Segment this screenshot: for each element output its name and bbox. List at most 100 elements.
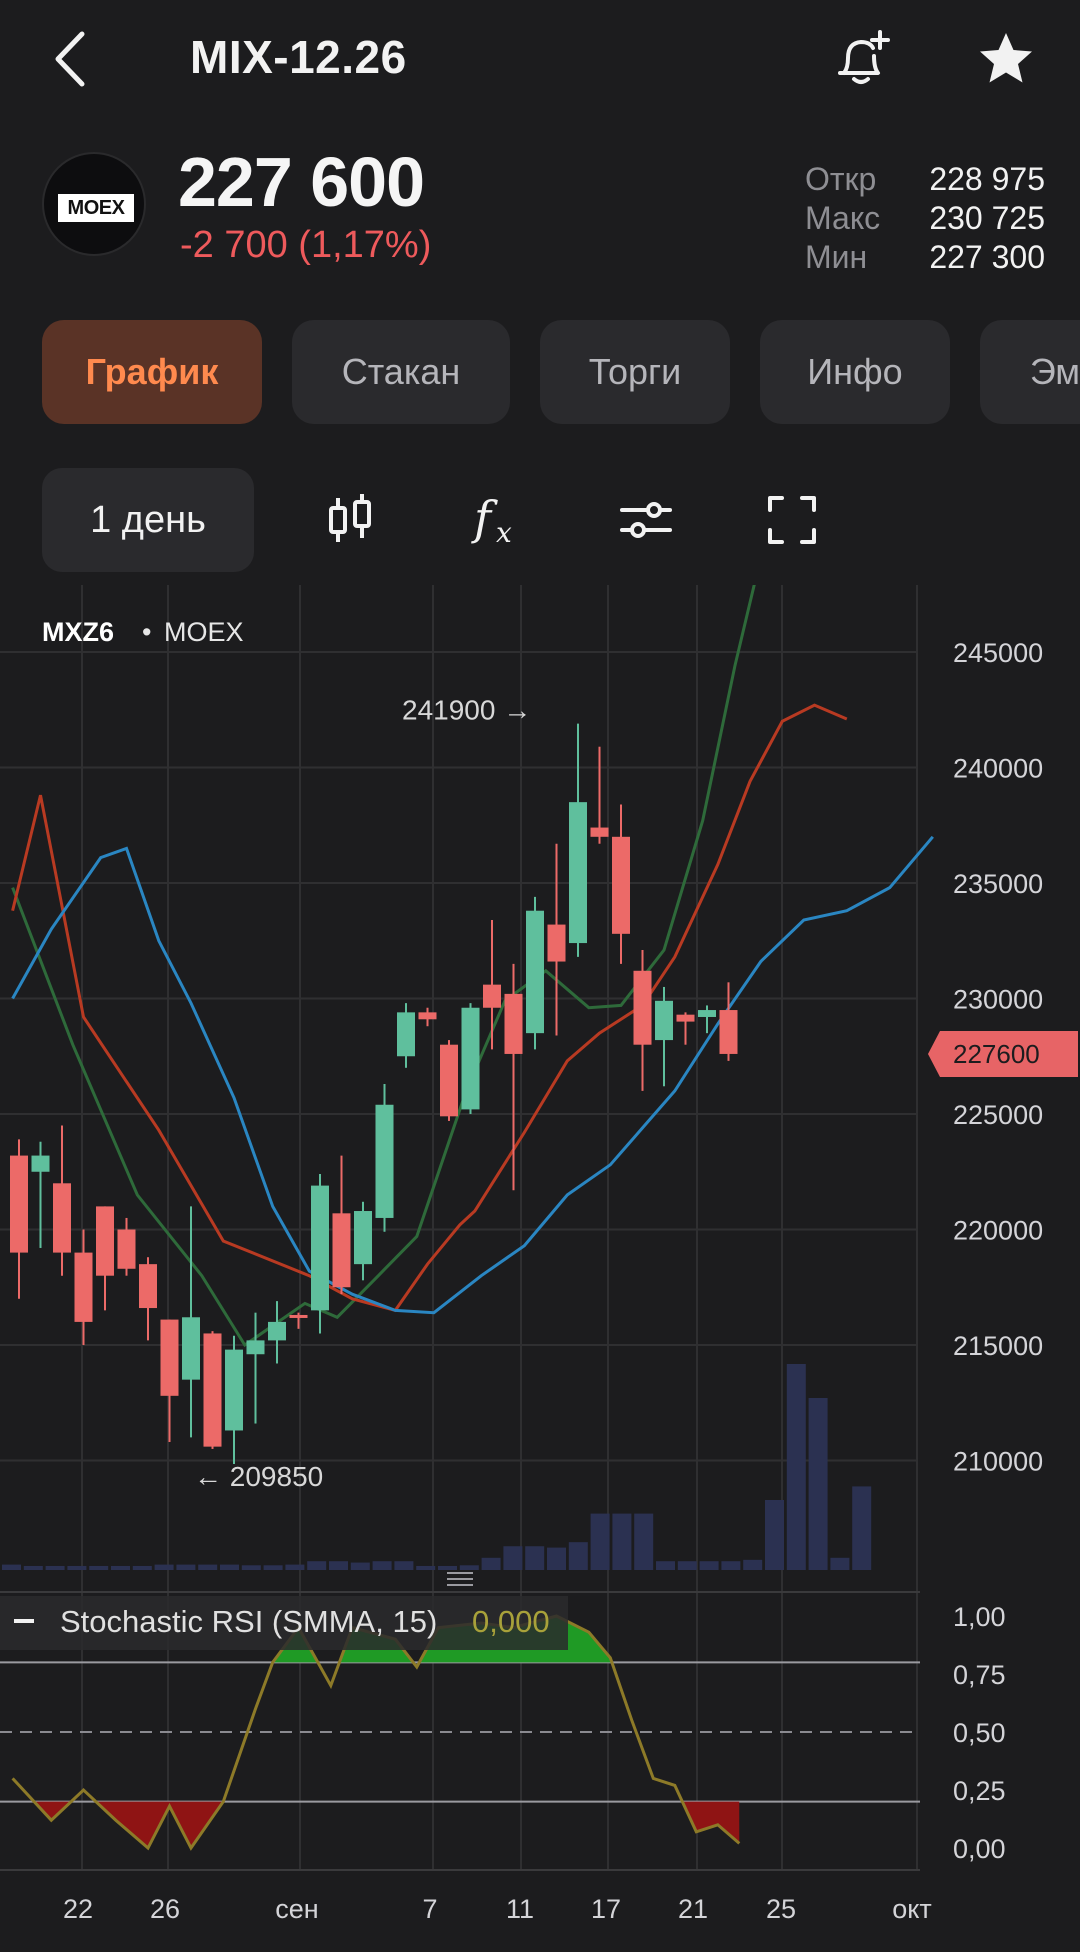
indicators-button[interactable]: f x xyxy=(468,490,528,550)
volume-bar xyxy=(89,1565,109,1570)
candle xyxy=(719,982,738,1061)
volume-bar xyxy=(372,1561,392,1570)
star-icon xyxy=(980,33,1032,83)
chevron-left-icon xyxy=(55,31,85,87)
price-axis: 245000 240000 235000 230000 225000 220000 2150… xyxy=(953,638,1043,1477)
price-tick-label: 245000 xyxy=(953,638,1043,668)
volume-bar xyxy=(329,1561,348,1570)
candle xyxy=(633,949,652,1091)
legend-exchange: MOEX xyxy=(164,617,244,647)
oversold-fill xyxy=(34,1801,72,1821)
candle xyxy=(10,1139,28,1299)
chart-settings-button[interactable] xyxy=(616,490,676,550)
chart-type-button[interactable] xyxy=(320,490,380,550)
add-alert-button[interactable] xyxy=(830,28,892,90)
time-axis: 22 26 сен 7 11 17 21 25 окт xyxy=(63,1894,932,1924)
high-annotation: 241900 → xyxy=(402,695,531,726)
legend-symbol: MXZ6 xyxy=(42,617,114,647)
volume-bar xyxy=(656,1561,675,1570)
volume-bar xyxy=(23,1565,43,1570)
svg-text:x: x xyxy=(496,516,512,549)
time-tick-label: 21 xyxy=(678,1894,708,1924)
period-selector[interactable]: 1 день xyxy=(42,468,254,572)
price-tick-label: 215000 xyxy=(953,1331,1043,1361)
last-price: 227 600 xyxy=(178,143,425,221)
rsi-tick-label: 0,75 xyxy=(953,1660,1006,1690)
fullscreen-button[interactable] xyxy=(762,490,822,550)
volume-bar xyxy=(45,1565,65,1570)
price-change: -2 700 (1,17%) xyxy=(180,224,432,266)
favorite-button[interactable] xyxy=(975,28,1037,90)
volume-bar xyxy=(525,1546,545,1570)
last-price-label: 227600 xyxy=(953,1039,1040,1069)
candle xyxy=(289,1312,308,1329)
tab-issuer[interactable]: Эми xyxy=(980,320,1080,424)
high-label: Макс xyxy=(805,200,881,236)
volume-bar xyxy=(699,1561,719,1570)
tab-chart[interactable]: График xyxy=(42,320,262,424)
volume-bar xyxy=(438,1565,457,1570)
page-title: MIX-12.26 xyxy=(190,31,407,83)
price-chart[interactable]: 245000 240000 235000 230000 225000 220000 2150… xyxy=(0,585,1080,1952)
logo-text: MOEX xyxy=(58,194,134,222)
volume-bars xyxy=(2,1364,872,1570)
volume-bar xyxy=(808,1398,828,1570)
volume-bar xyxy=(677,1561,697,1570)
time-tick-label: 25 xyxy=(766,1894,796,1924)
volume-bar xyxy=(394,1561,414,1570)
candle xyxy=(96,1206,114,1311)
time-tick-label: 22 xyxy=(63,1894,93,1924)
volume-bar xyxy=(721,1561,741,1570)
volume-bar xyxy=(2,1564,21,1570)
volume-bar xyxy=(416,1565,436,1570)
candle xyxy=(268,1301,286,1364)
candle xyxy=(418,1007,437,1027)
fullscreen-icon xyxy=(768,496,816,544)
back-button[interactable] xyxy=(48,28,100,90)
volume-bar xyxy=(263,1565,283,1570)
volume-bar xyxy=(198,1564,218,1570)
candle xyxy=(483,919,501,1050)
bell-plus-icon xyxy=(838,30,890,84)
candle xyxy=(612,804,630,964)
candle xyxy=(203,1331,222,1449)
candle xyxy=(590,746,609,844)
candle xyxy=(698,1005,716,1034)
rsi-tick-label: 0,00 xyxy=(953,1834,1006,1864)
candle xyxy=(311,1174,329,1334)
volume-bar xyxy=(220,1564,239,1570)
volume-bar xyxy=(852,1486,872,1570)
low-annotation: ← 209850 xyxy=(194,1461,323,1492)
pane-resize-handle[interactable] xyxy=(447,1572,473,1586)
candle xyxy=(53,1125,71,1276)
tab-trades[interactable]: Торги xyxy=(540,320,730,424)
volume-bar xyxy=(547,1547,566,1570)
volume-bar xyxy=(285,1564,305,1570)
volume-bar xyxy=(503,1546,523,1570)
time-tick-label: сен xyxy=(275,1894,318,1924)
volume-bar xyxy=(786,1364,806,1570)
price-tick-label: 220000 xyxy=(953,1216,1043,1246)
volume-bar xyxy=(307,1561,327,1570)
price-tick-label: 225000 xyxy=(953,1100,1043,1130)
volume-bar xyxy=(154,1564,174,1570)
volume-bar xyxy=(743,1559,763,1570)
volume-bar xyxy=(176,1564,196,1570)
tab-order-book[interactable]: Стакан xyxy=(292,320,510,424)
candle xyxy=(440,1040,458,1121)
indicator-title: Stochastic RSI (SMMA, 15) xyxy=(60,1604,437,1639)
candle xyxy=(139,1257,157,1341)
candle xyxy=(74,1229,93,1345)
tab-info[interactable]: Инфо xyxy=(760,320,950,424)
rsi-tick-label: 0,25 xyxy=(953,1776,1006,1806)
exchange-logo: MOEX xyxy=(42,152,146,256)
candle xyxy=(375,1083,394,1232)
volume-bar xyxy=(132,1565,152,1570)
candle xyxy=(117,1217,136,1276)
volume-bar xyxy=(459,1565,479,1570)
indicator-legend-bg xyxy=(0,1596,568,1650)
candle xyxy=(655,986,673,1087)
candle xyxy=(160,1319,179,1443)
time-tick-label: окт xyxy=(892,1894,932,1924)
low-value: 227 300 xyxy=(929,239,1045,275)
